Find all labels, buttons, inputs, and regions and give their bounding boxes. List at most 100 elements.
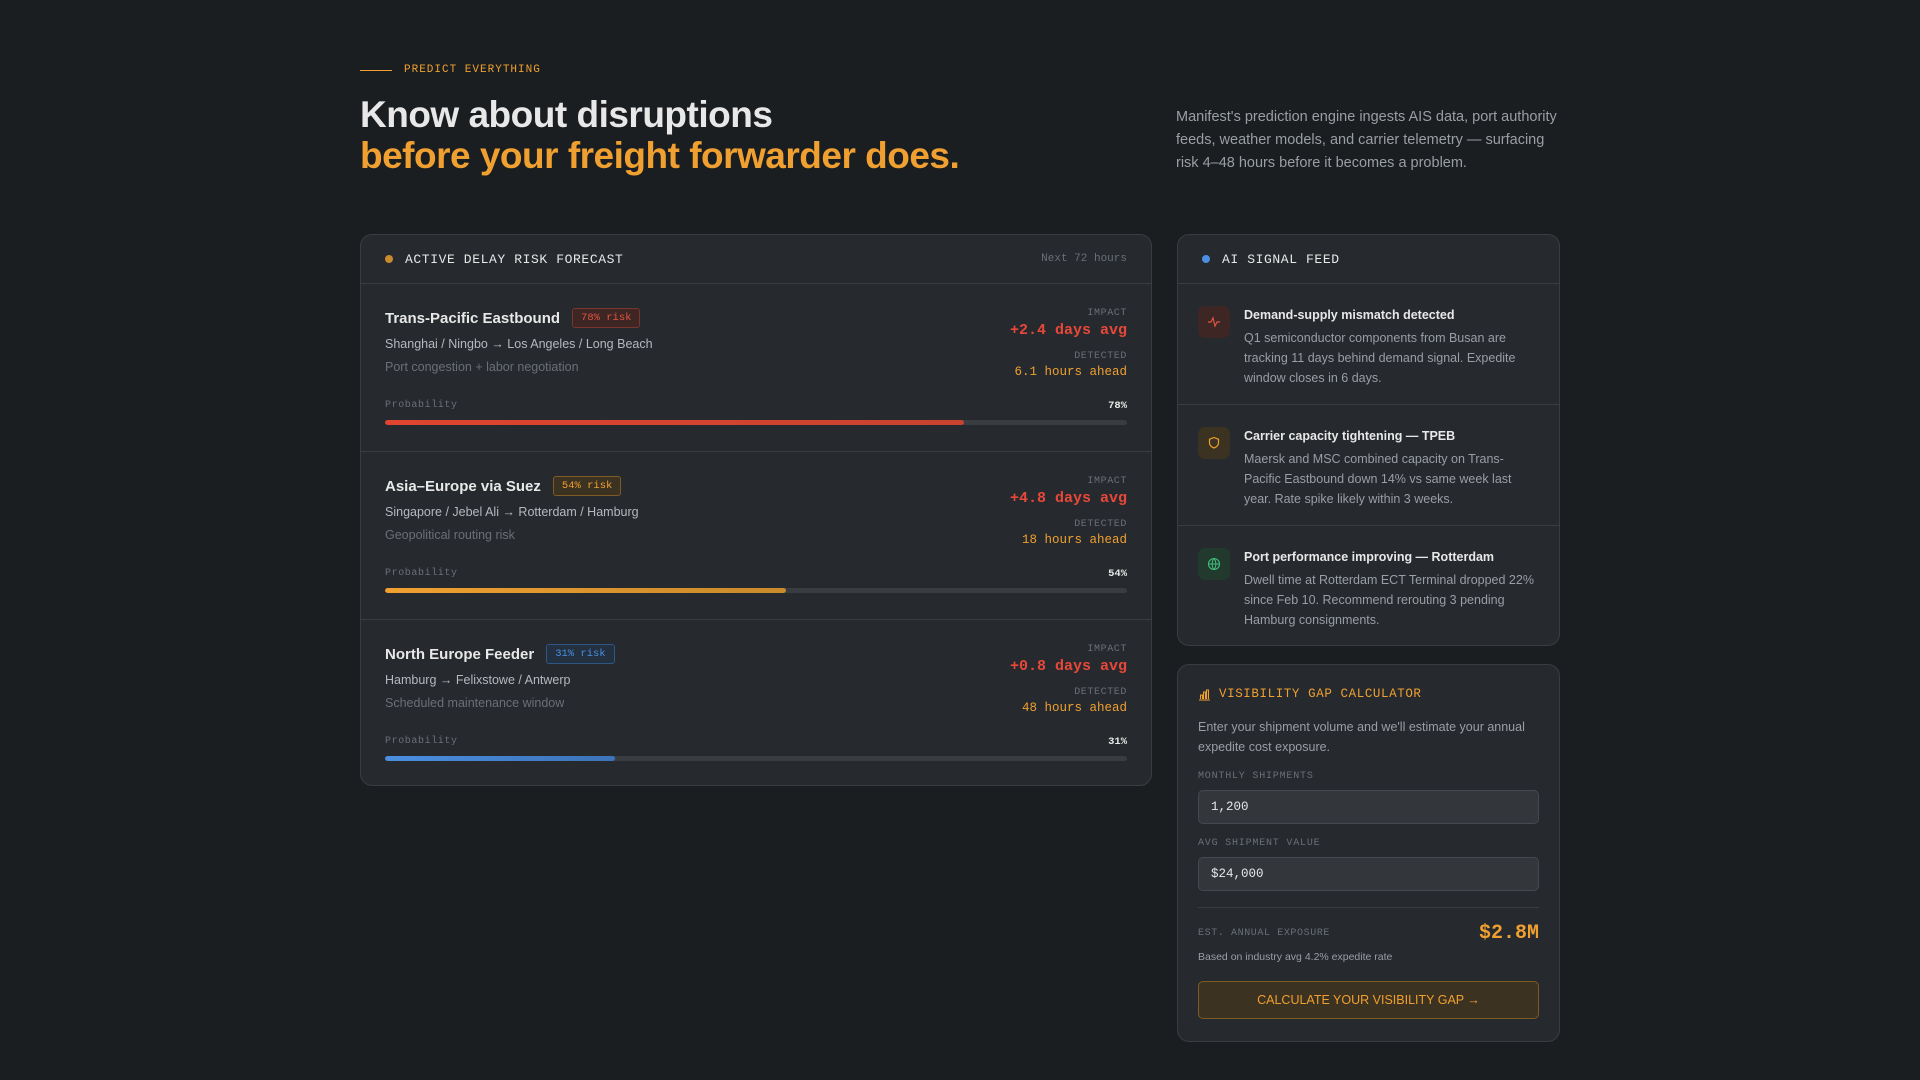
route-cause: Geopolitical routing risk [385, 528, 515, 542]
probability-label: Probability [385, 568, 458, 579]
icon [1208, 316, 1220, 328]
detected-label: DETECTED [1074, 351, 1127, 362]
route-path: Hamburg → Felixstowe / Antwerp [385, 673, 571, 687]
probability-track [385, 588, 1127, 593]
signal-list: Demand-supply mismatch detected Q1 semico… [1178, 284, 1559, 645]
icon [1207, 557, 1221, 571]
status-dot [1202, 255, 1210, 263]
route-path: Shanghai / Ningbo → Los Angeles / Long B… [385, 337, 653, 351]
signal-panel: AI SIGNAL FEED Demand-supply mismatch de… [1177, 234, 1560, 646]
route-name: North Europe Feeder [385, 645, 535, 663]
chart-icon [1199, 688, 1210, 701]
probability-row: Probability 54% [385, 568, 1127, 580]
detected-value: 18 hours ahead [1021, 533, 1127, 547]
exposure-row: EST. ANNUAL EXPOSURE $2.8M [1198, 922, 1539, 945]
calc-description: Enter your shipment volume and we'll est… [1198, 720, 1525, 754]
route-name: Trans-Pacific Eastbound [385, 309, 561, 327]
field-label: MONTHLY SHIPMENTS [1198, 771, 1314, 782]
signal-body: Maersk and MSC combined capacity on Tran… [1244, 452, 1512, 506]
impact-label: IMPACT [1087, 644, 1127, 655]
probability-label: Probability [385, 400, 458, 411]
signal: Carrier capacity tightening — TPEB Maersk… [1178, 405, 1559, 526]
route: North Europe Feeder 31% risk Hamburg → Fel… [361, 620, 1151, 785]
calculator-panel: VISIBILITY GAP CALCULATOR Enter your shi… [1177, 664, 1560, 1042]
detected-value: 6.1 hours ahead [1014, 365, 1127, 379]
signal-title: Demand-supply mismatch detected [1244, 308, 1455, 322]
divider [1198, 907, 1539, 908]
eyebrow-text: PREDICT EVERYTHING [404, 64, 541, 76]
route-name: Asia–Europe via Suez [385, 477, 541, 495]
signal-title: Carrier capacity tightening — TPEB [1244, 429, 1456, 443]
probability-bar [385, 420, 964, 425]
window: Next 72 hours [1041, 253, 1127, 265]
signal-text: Demand-supply mismatch detected Q1 semico… [1244, 306, 1539, 404]
risk-badge: 31% risk [546, 644, 615, 664]
impact-value: +4.8 days avg [1009, 490, 1127, 507]
signal-title: Port performance improving — Rotterdam [1244, 550, 1495, 564]
panel-title: ACTIVE DELAY RISK FORECAST [405, 251, 624, 267]
probability-row: Probability 31% [385, 736, 1127, 748]
calc-title: VISIBILITY GAP CALCULATOR [1219, 687, 1422, 701]
probability-label: Probability [385, 736, 458, 747]
risk-badge: 54% risk [552, 476, 622, 496]
probability-track [385, 756, 1127, 761]
signal-body: Q1 semiconductor components from Busan a… [1244, 331, 1516, 385]
headline-accent: before your freight forwarder does. [360, 135, 960, 176]
signal-icon [1198, 306, 1230, 338]
field-input[interactable]: 1,200 [1198, 790, 1539, 824]
probability-track [385, 420, 1127, 425]
impact-value: +0.8 days avg [1009, 658, 1127, 675]
exposure-value: $2.8M [1478, 922, 1539, 945]
icon [1208, 436, 1220, 449]
detected-label: DETECTED [1074, 519, 1127, 530]
headline: Know about disruptions before your freigh… [360, 94, 960, 176]
impact-label: IMPACT [1087, 476, 1127, 487]
signal: Port performance improving — Rotterdam Dw… [1178, 526, 1559, 645]
signal: Demand-supply mismatch detected Q1 semico… [1178, 284, 1559, 405]
panel-header: ACTIVE DELAY RISK FORECAST Next 72 hours [361, 235, 1151, 284]
probability-value: 31% [1108, 736, 1127, 748]
calc-header: VISIBILITY GAP CALCULATOR [1198, 687, 1539, 701]
probability-bar [385, 756, 616, 761]
signal-icon [1198, 427, 1230, 459]
calculate-button[interactable]: CALCULATE YOUR VISIBILITY GAP → [1198, 981, 1539, 1019]
detected-label: DETECTED [1074, 687, 1127, 698]
route-name-row: North Europe Feeder 31% risk [385, 644, 1127, 664]
probability-row: Probability 78% [385, 400, 1127, 412]
route: Asia–Europe via Suez 54% risk Singapore / … [361, 452, 1151, 620]
field-label: AVG SHIPMENT VALUE [1198, 838, 1321, 849]
route-cause: Scheduled maintenance window [385, 696, 565, 710]
impact-value: +2.4 days avg [1009, 322, 1127, 339]
route-name-row: Asia–Europe via Suez 54% risk [385, 476, 1127, 496]
route-name-row: Trans-Pacific Eastbound 78% risk [385, 308, 1127, 328]
fields: MONTHLY SHIPMENTS 1,200 AVG SHIPMENT VALUE… [1198, 771, 1539, 891]
route-metrics: IMPACT +0.8 days avg DETECTED 48 hours ahea… [1010, 644, 1127, 715]
route-list: Trans-Pacific Eastbound 78% risk Shanghai … [361, 284, 1151, 785]
probability-bar [385, 588, 786, 593]
forecast-panel: ACTIVE DELAY RISK FORECAST Next 72 hours… [360, 234, 1152, 786]
route: Trans-Pacific Eastbound 78% risk Shanghai … [361, 284, 1151, 452]
detected-value: 48 hours ahead [1021, 701, 1127, 715]
route-metrics: IMPACT +2.4 days avg DETECTED 6.1 hours ahe… [1010, 308, 1127, 379]
field-input[interactable]: $24,000 [1198, 857, 1539, 891]
exposure-label: EST. ANNUAL EXPOSURE [1198, 928, 1331, 939]
route-path: Singapore / Jebel Ali → Rotterdam / Hamb… [385, 505, 639, 519]
panel-title: AI SIGNAL FEED [1222, 251, 1340, 267]
eyebrow-line [360, 69, 392, 71]
signal-text: Carrier capacity tightening — TPEB Maersk… [1244, 427, 1539, 525]
route-metrics: IMPACT +4.8 days avg DETECTED 18 hours ahea… [1010, 476, 1127, 547]
signal-icon [1198, 548, 1230, 580]
signal-body: Dwell time at Rotterdam ECT Terminal dro… [1244, 573, 1534, 627]
route-cause: Port congestion + labor negotiation [385, 360, 579, 374]
eyebrow: PREDICT EVERYTHING [360, 64, 541, 76]
probability-value: 78% [1108, 400, 1127, 412]
impact-label: IMPACT [1087, 308, 1127, 319]
risk-badge: 78% risk [572, 308, 641, 328]
headline-line: Know about disruptions [360, 94, 773, 135]
signal-text: Port performance improving — Rotterdam Dw… [1244, 548, 1539, 645]
probability-value: 54% [1108, 568, 1127, 580]
intro: Manifest's prediction engine ingests AIS… [1176, 109, 1557, 171]
calc-note: Based on industry avg 4.2% expedite rate [1198, 951, 1393, 963]
status-dot [385, 255, 393, 263]
